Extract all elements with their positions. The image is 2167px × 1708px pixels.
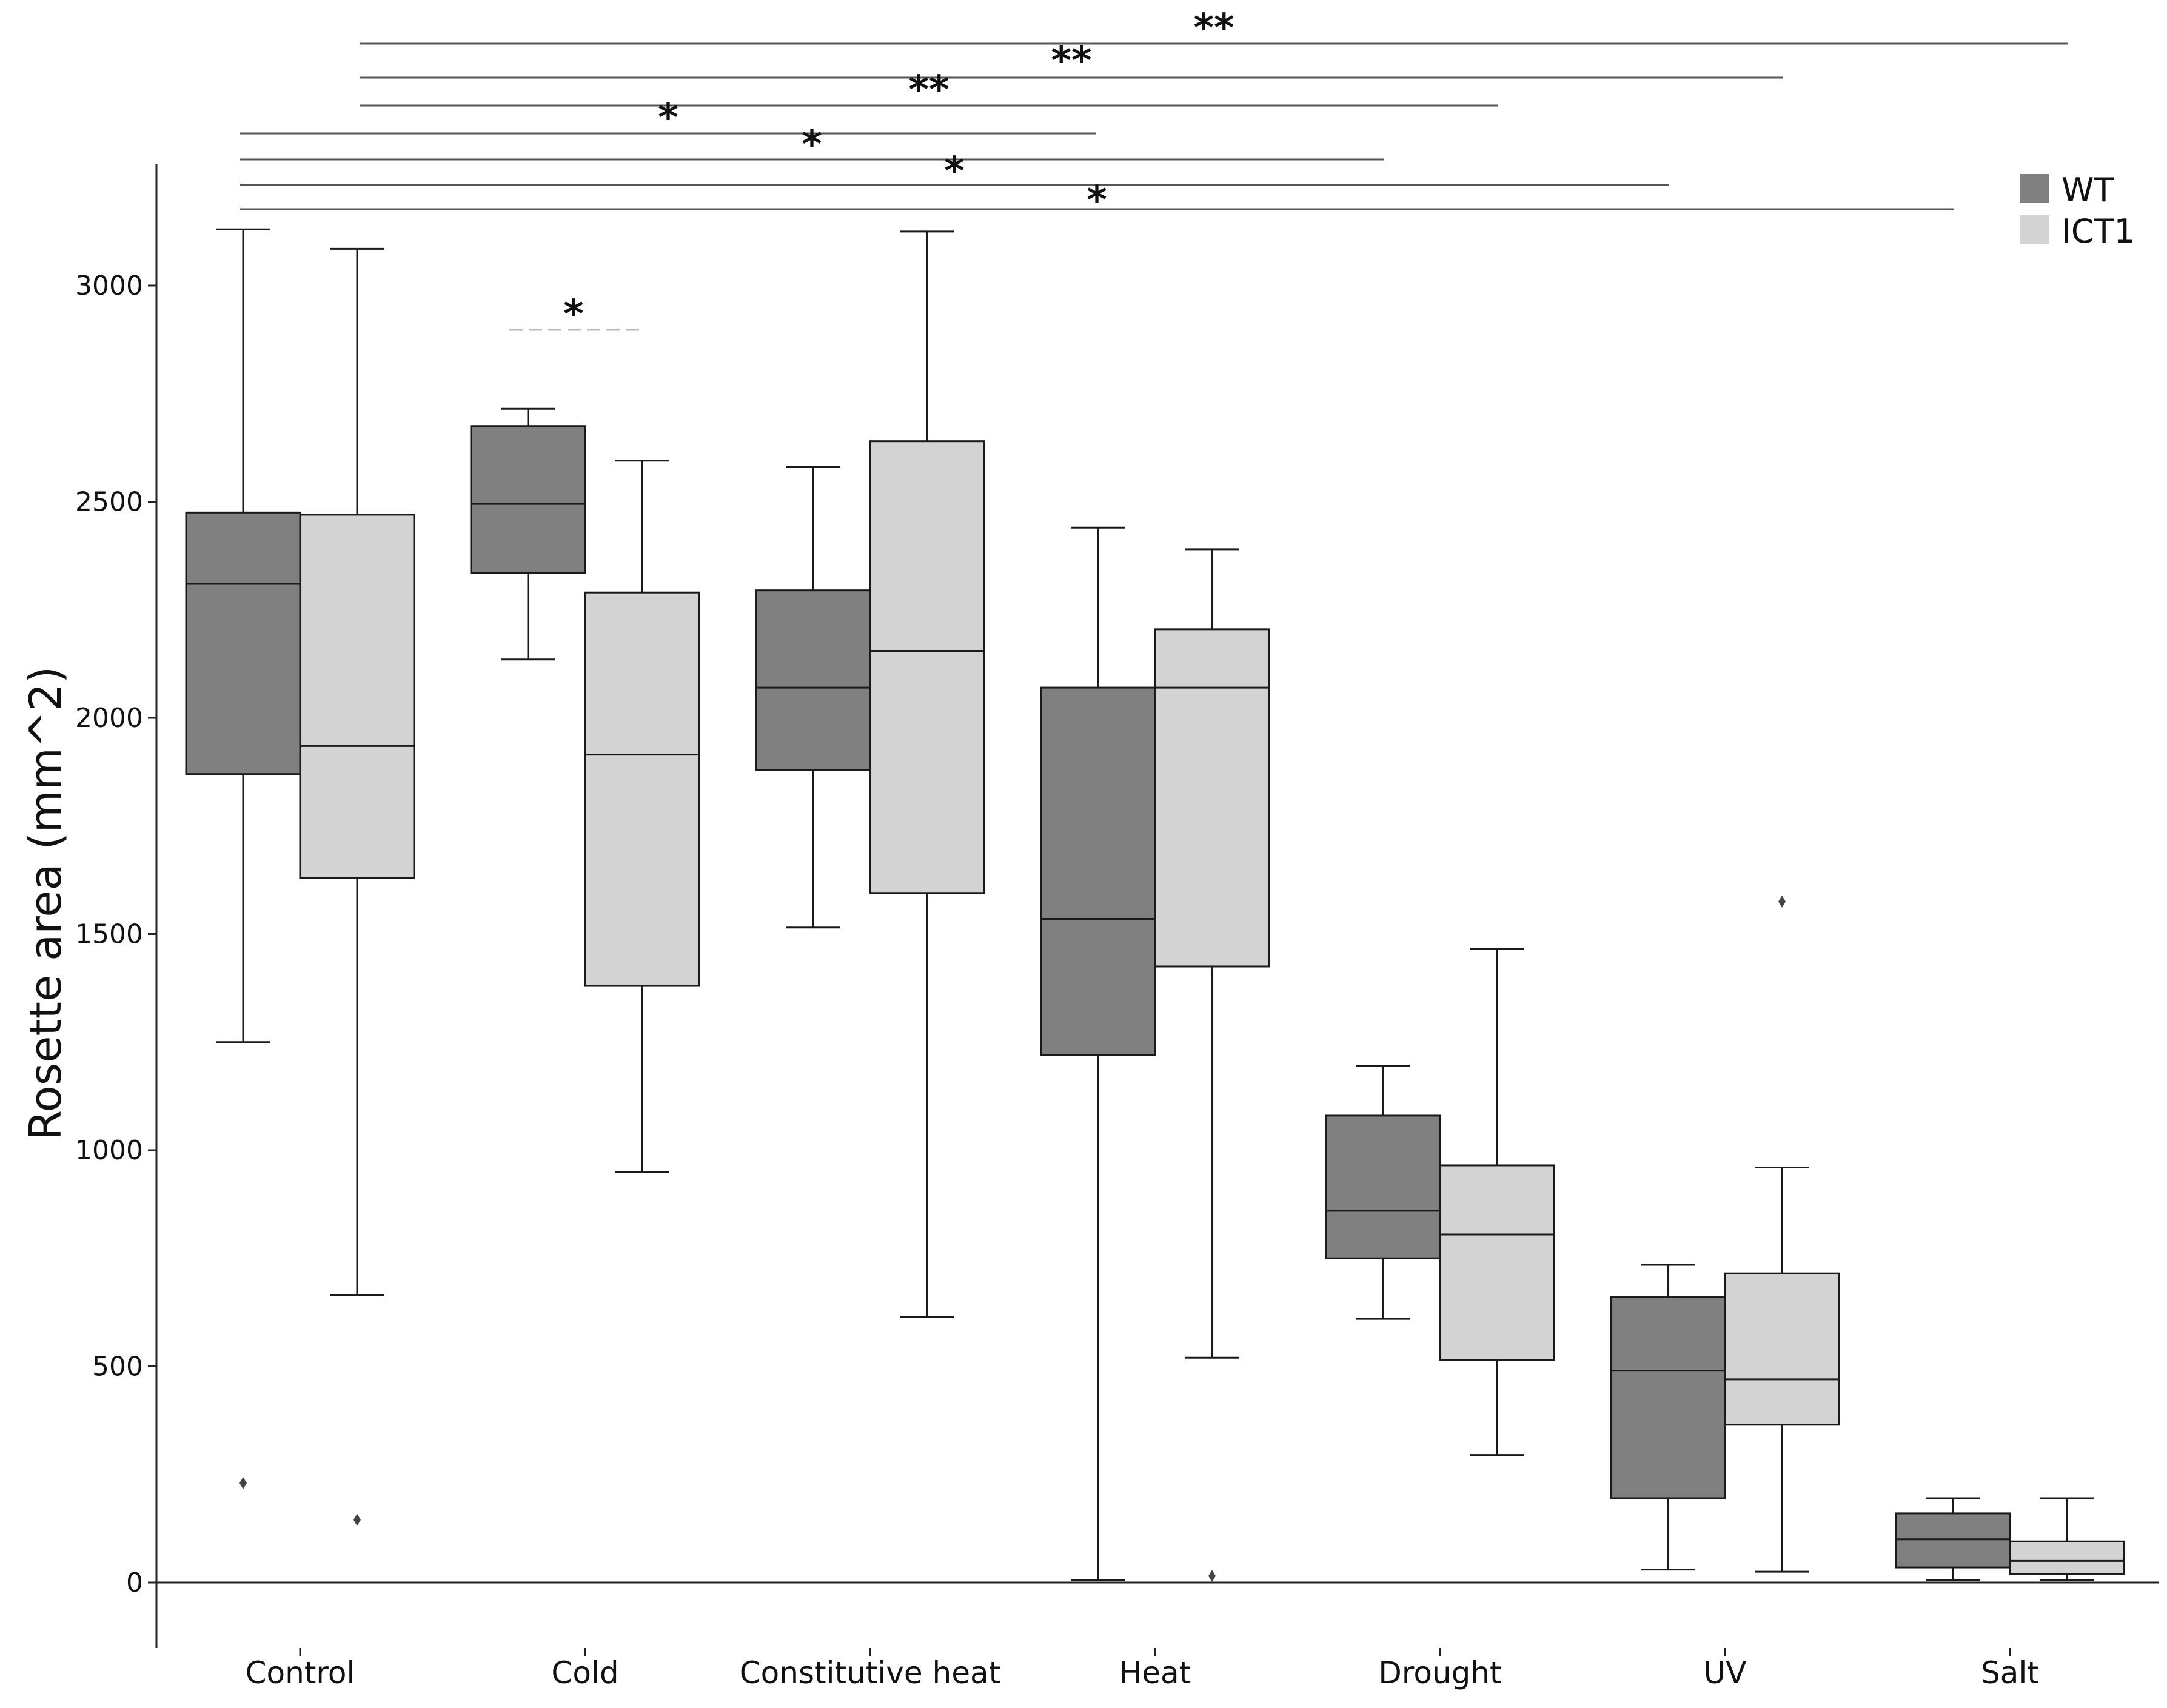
box-wt-constitutive-heat xyxy=(755,466,871,929)
iqr-box-ict1-control xyxy=(299,514,415,879)
iqr-box-wt-drought xyxy=(1325,1114,1441,1259)
y-tick-label-0: 0 xyxy=(126,1567,143,1598)
iqr-box-wt-heat xyxy=(1040,686,1156,1056)
box-ict1-uv xyxy=(1724,896,1840,1573)
iqr-box-wt-cold xyxy=(470,425,586,574)
y-axis-title: Rosette area (mm^2) xyxy=(20,666,71,1140)
sig-label-4: * xyxy=(802,122,822,167)
iqr-box-wt-salt xyxy=(1895,1512,2011,1569)
outlier-wt-control-0 xyxy=(239,1477,247,1490)
sig-label-1: ** xyxy=(1051,39,1092,84)
legend: WT ICT1 xyxy=(2020,171,2135,250)
x-tick-label-uv: UV xyxy=(1704,1655,1747,1690)
outlier-ict1-heat-0 xyxy=(1208,1570,1216,1582)
sig-label-dashed-cold: * xyxy=(563,292,583,337)
y-tick-label-2500: 2500 xyxy=(75,487,143,518)
x-tick-label-constitutive-heat: Constitutive heat xyxy=(740,1655,1000,1690)
box-wt-uv xyxy=(1610,1264,1726,1571)
iqr-box-wt-control xyxy=(185,511,301,775)
legend-swatch-wt xyxy=(2020,174,2049,203)
y-tick-label-2000: 2000 xyxy=(75,703,143,734)
outlier-ict1-uv-0 xyxy=(1778,896,1786,908)
box-wt-control xyxy=(185,228,301,1490)
x-tick-label-heat: Heat xyxy=(1119,1655,1191,1690)
sig-label-5: * xyxy=(944,149,964,194)
iqr-box-ict1-cold xyxy=(584,591,700,987)
axes-layer: 0 500 1000 1500 2000 2500 3000 Control Cold Const… xyxy=(75,164,2159,1690)
sig-label-3: * xyxy=(658,96,678,141)
x-tick-label-drought: Drought xyxy=(1378,1655,1501,1690)
box-ict1-drought xyxy=(1439,948,1555,1456)
legend-label-ict1: ICT1 xyxy=(2061,212,2135,250)
boxes-layer xyxy=(185,228,2125,1582)
iqr-box-ict1-uv xyxy=(1724,1272,1840,1426)
box-ict1-salt xyxy=(2009,1497,2125,1581)
x-tick-label-cold: Cold xyxy=(551,1655,618,1690)
iqr-box-ict1-heat xyxy=(1154,628,1270,968)
box-ict1-constitutive-heat xyxy=(869,230,985,1318)
sig-label-0: ** xyxy=(1194,6,1234,51)
box-wt-drought xyxy=(1325,1065,1441,1320)
box-wt-heat xyxy=(1040,526,1156,1581)
legend-label-wt: WT xyxy=(2061,171,2114,209)
iqr-box-ict1-drought xyxy=(1439,1164,1555,1361)
box-ict1-cold xyxy=(584,460,700,1173)
sig-label-2: ** xyxy=(909,68,950,113)
outlier-ict1-control-0 xyxy=(353,1513,361,1526)
box-ict1-heat xyxy=(1154,548,1270,1582)
iqr-box-wt-uv xyxy=(1610,1296,1726,1499)
y-tick-label-1500: 1500 xyxy=(75,919,143,950)
box-wt-salt xyxy=(1895,1497,2011,1581)
iqr-box-ict1-constitutive-heat xyxy=(869,440,985,894)
y-tick-label-500: 500 xyxy=(92,1351,143,1382)
y-tick-label-1000: 1000 xyxy=(75,1135,143,1166)
iqr-box-wt-constitutive-heat xyxy=(755,589,871,771)
iqr-box-ict1-salt xyxy=(2009,1540,2125,1575)
legend-swatch-ict1 xyxy=(2020,215,2049,244)
y-tick-label-3000: 3000 xyxy=(75,270,143,301)
box-ict1-control xyxy=(299,247,415,1526)
box-wt-cold xyxy=(470,407,586,661)
x-tick-label-salt: Salt xyxy=(1981,1655,2039,1690)
x-tick-label-control: Control xyxy=(246,1655,355,1690)
sig-label-6: * xyxy=(1087,178,1107,223)
significance-layer: *********** xyxy=(240,6,2068,337)
